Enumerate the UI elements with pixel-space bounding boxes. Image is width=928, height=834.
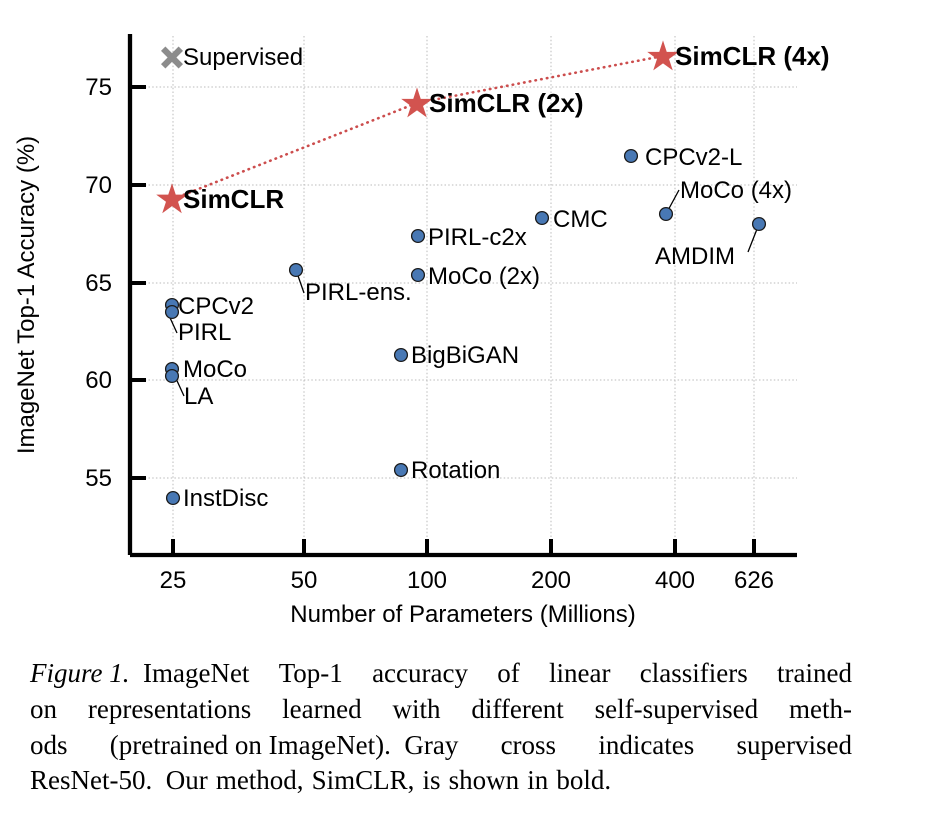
svg-text:Supervised: Supervised bbox=[183, 44, 303, 71]
svg-text:65: 65 bbox=[85, 270, 112, 297]
svg-text:AMDIM: AMDIM bbox=[655, 243, 735, 270]
svg-text:400: 400 bbox=[655, 567, 695, 594]
svg-text:CPCv2-L: CPCv2-L bbox=[645, 144, 742, 171]
svg-text:PIRL-ens.: PIRL-ens. bbox=[305, 279, 412, 306]
svg-text:LA: LA bbox=[184, 383, 213, 410]
svg-text:MoCo (4x): MoCo (4x) bbox=[680, 177, 792, 204]
svg-text:CMC: CMC bbox=[553, 206, 608, 233]
svg-text:50: 50 bbox=[291, 567, 318, 594]
svg-text:BigBiGAN: BigBiGAN bbox=[411, 342, 519, 369]
svg-text:ImageNet Top-1 Accuracy (%): ImageNet Top-1 Accuracy (%) bbox=[13, 136, 40, 454]
svg-text:200: 200 bbox=[531, 567, 571, 594]
svg-text:MoCo (2x): MoCo (2x) bbox=[428, 263, 540, 290]
svg-text:626: 626 bbox=[734, 567, 774, 594]
svg-text:PIRL-c2x: PIRL-c2x bbox=[428, 224, 527, 251]
svg-text:75: 75 bbox=[85, 74, 112, 101]
svg-text:Rotation: Rotation bbox=[411, 457, 500, 484]
svg-text:InstDisc: InstDisc bbox=[183, 485, 268, 512]
svg-text:60: 60 bbox=[85, 367, 112, 394]
svg-text:CPCv2: CPCv2 bbox=[178, 293, 254, 320]
svg-text:SimCLR (2x): SimCLR (2x) bbox=[429, 88, 584, 118]
svg-text:PIRL: PIRL bbox=[178, 319, 231, 346]
svg-text:Number of Parameters (Millions: Number of Parameters (Millions) bbox=[290, 601, 635, 628]
svg-text:SimCLR (4x): SimCLR (4x) bbox=[675, 41, 830, 71]
svg-text:SimCLR: SimCLR bbox=[183, 184, 284, 214]
svg-text:70: 70 bbox=[85, 172, 112, 199]
svg-text:100: 100 bbox=[407, 567, 447, 594]
svg-text:25: 25 bbox=[160, 567, 187, 594]
svg-text:55: 55 bbox=[85, 465, 112, 492]
svg-text:MoCo: MoCo bbox=[183, 356, 247, 383]
